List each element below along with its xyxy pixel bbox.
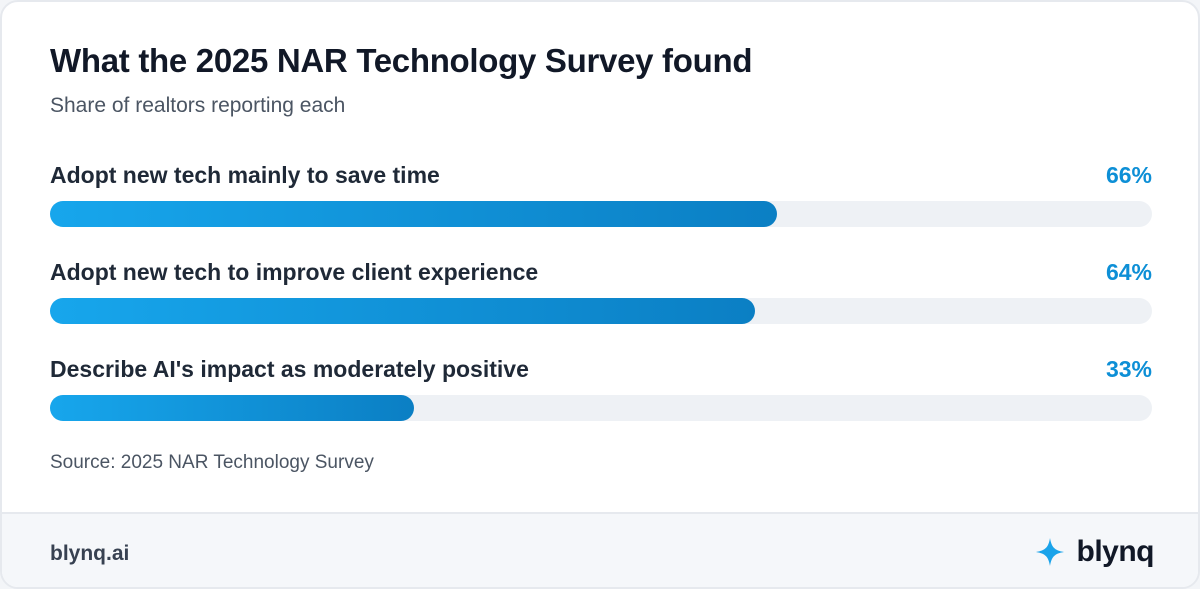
chart-subtitle: Share of realtors reporting each — [50, 94, 346, 117]
bar-track-save-time — [50, 201, 1152, 227]
bar-label-ai-impact: Describe AI's impact as moderately posit… — [50, 356, 529, 382]
source-note: Source: 2025 NAR Technology Survey — [50, 452, 374, 473]
footer: blynq.ai blynq — [2, 512, 1198, 587]
bar-row-client-experience: Adopt new tech to improve client experie… — [50, 259, 1152, 329]
bar-track-ai-impact — [50, 395, 1152, 421]
bar-row-save-time: Adopt new tech mainly to save time 66% — [50, 162, 1152, 232]
sparkle-icon — [1035, 538, 1064, 566]
bar-label-save-time: Adopt new tech mainly to save time — [50, 162, 440, 188]
brand-logo: blynq — [1035, 534, 1155, 570]
footer-url[interactable]: blynq.ai — [50, 542, 130, 565]
bar-fill-client-experience — [50, 298, 756, 324]
bar-fill-save-time — [50, 201, 778, 227]
bar-value-client-experience: 64% — [1105, 259, 1152, 285]
chart-title: What the 2025 NAR Technology Survey foun… — [50, 42, 753, 79]
bar-fill-ai-impact — [50, 395, 414, 421]
bar-value-save-time: 66% — [1105, 162, 1152, 188]
brand-name: blynq — [1076, 535, 1155, 568]
bar-label-client-experience: Adopt new tech to improve client experie… — [50, 259, 539, 285]
bar-row-ai-impact: Describe AI's impact as moderately posit… — [50, 356, 1152, 426]
bar-value-ai-impact: 33% — [1105, 356, 1152, 382]
bar-track-client-experience — [50, 298, 1152, 324]
